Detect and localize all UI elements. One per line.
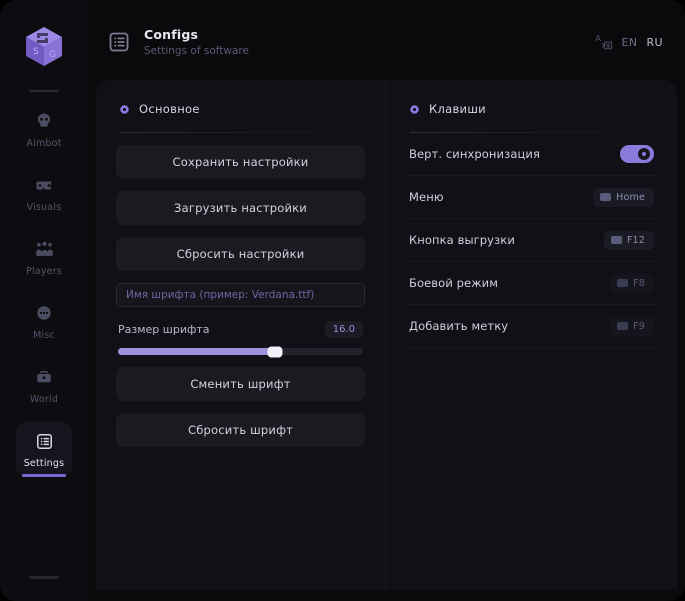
- keyboard-icon: [600, 193, 612, 201]
- font-size-slider[interactable]: [118, 346, 363, 357]
- sidebar-item-players[interactable]: Players: [16, 230, 72, 284]
- circle-dots-icon: [34, 303, 54, 323]
- toggle-knob: [638, 148, 650, 160]
- menu-key-badge[interactable]: Home: [593, 187, 654, 207]
- panel-general: Основное Сохранить настройки Загрузить н…: [96, 80, 386, 590]
- panel-keys-header: Клавиши: [406, 102, 657, 116]
- skull-icon: [34, 111, 54, 131]
- language-switcher: A EN RU: [595, 33, 663, 51]
- svg-text:A: A: [595, 33, 601, 43]
- reset-settings-button[interactable]: Сбросить настройки: [116, 237, 365, 271]
- font-size-label: Размер шрифта: [118, 323, 210, 336]
- lang-option-en[interactable]: EN: [621, 35, 638, 49]
- save-settings-button[interactable]: Сохранить настройки: [116, 145, 365, 179]
- change-font-button[interactable]: Сменить шрифт: [116, 367, 365, 401]
- sg-cube-logo[interactable]: S G: [16, 18, 72, 74]
- font-size-value: 16.0: [324, 321, 363, 338]
- slider-handle[interactable]: [267, 346, 283, 357]
- combat-mode-key-badge[interactable]: F8: [610, 273, 654, 293]
- keyboard-icon: [610, 236, 622, 244]
- goggles-icon: [34, 175, 54, 195]
- gear-icon: [119, 104, 130, 115]
- page-title: Configs: [144, 27, 199, 42]
- svg-text:G: G: [49, 50, 56, 60]
- vsync-toggle[interactable]: [620, 145, 654, 163]
- gear-icon: [409, 104, 420, 115]
- sidebar-item-label: Settings: [23, 458, 65, 469]
- keyboard-icon: [617, 279, 629, 287]
- key-value: F8: [633, 277, 645, 289]
- panel-divider: [120, 132, 361, 133]
- sidebar-item-aimbot[interactable]: Aimbot: [16, 102, 72, 156]
- lang-option-ru[interactable]: RU: [646, 35, 663, 49]
- key-value: F12: [626, 234, 645, 246]
- key-value: Home: [616, 191, 645, 203]
- row-unload-key: Кнопка выгрузки F12: [406, 219, 657, 262]
- sidebar-item-misc[interactable]: Misc: [16, 294, 72, 348]
- key-value: F9: [633, 320, 645, 332]
- header: Configs Settings of software A EN RU: [88, 0, 685, 84]
- sidebar-item-label: Aimbot: [26, 138, 62, 149]
- reset-font-button[interactable]: Сбросить шрифт: [116, 413, 365, 447]
- sidebar-bottom-indicator: [29, 576, 59, 579]
- people-icon: [34, 239, 54, 259]
- panel-general-title: Основное: [139, 102, 200, 116]
- list-card-icon: [106, 29, 132, 55]
- sidebar-divider: [29, 90, 59, 92]
- row-label: Верт. синхронизация: [409, 147, 541, 161]
- sidebar-item-label: Visuals: [26, 202, 62, 213]
- page-subtitle: Settings of software: [144, 45, 249, 57]
- row-menu-key: Меню Home: [406, 176, 657, 219]
- sidebar-item-label: Misc: [33, 330, 55, 341]
- row-label: Меню: [409, 190, 444, 204]
- load-settings-button[interactable]: Загрузить настройки: [116, 191, 365, 225]
- panel-divider: [410, 132, 653, 133]
- row-label: Добавить метку: [409, 319, 509, 333]
- briefcase-icon: [34, 367, 54, 387]
- row-label: Боевой режим: [409, 276, 499, 290]
- font-name-input[interactable]: [116, 283, 365, 307]
- keyboard-icon: [617, 322, 629, 330]
- header-text: Configs Settings of software: [144, 27, 595, 57]
- slider-fill: [118, 348, 275, 355]
- add-marker-key-badge[interactable]: F9: [610, 316, 654, 336]
- font-size-row: Размер шрифта 16.0: [116, 321, 365, 338]
- row-add-marker-key: Добавить метку F9: [406, 305, 657, 348]
- sidebar-item-visuals[interactable]: Visuals: [16, 166, 72, 220]
- sidebar-item-label: Players: [26, 266, 62, 277]
- translate-icon: A: [595, 33, 613, 51]
- sidebar-item-settings[interactable]: Settings: [16, 422, 72, 477]
- sidebar-item-world[interactable]: World: [16, 358, 72, 412]
- row-vsync: Верт. синхронизация: [406, 133, 657, 176]
- sidebar-item-label: World: [29, 394, 59, 405]
- row-label: Кнопка выгрузки: [409, 233, 515, 247]
- panel-general-header: Основное: [116, 102, 365, 116]
- unload-key-badge[interactable]: F12: [603, 230, 654, 250]
- panel-keys: Клавиши Верт. синхронизация Меню Home Кн…: [386, 80, 677, 590]
- row-combat-mode-key: Боевой режим F8: [406, 262, 657, 305]
- content-area: Основное Сохранить настройки Загрузить н…: [96, 80, 677, 590]
- panel-keys-title: Клавиши: [429, 102, 486, 116]
- svg-text:S: S: [33, 47, 39, 57]
- list-card-icon: [34, 431, 54, 451]
- sidebar: S G Aimbot Visuals: [0, 0, 88, 601]
